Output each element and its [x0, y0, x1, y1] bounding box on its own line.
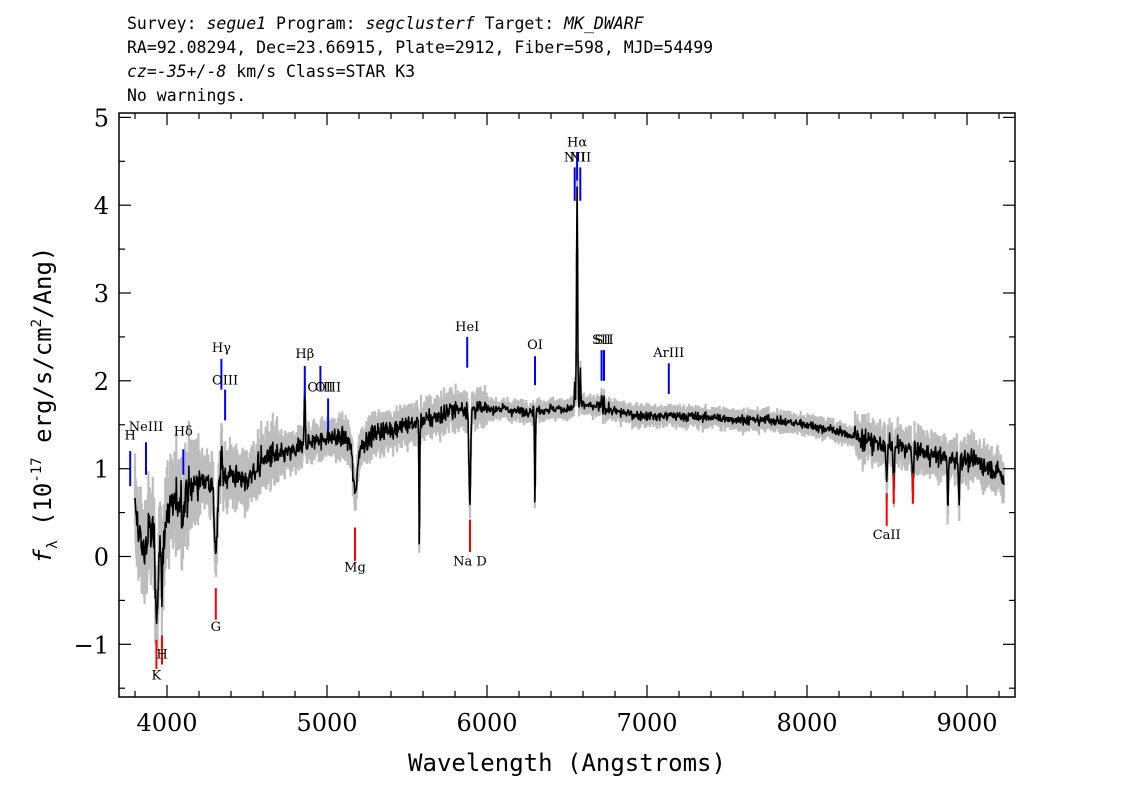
- y-tick-label: 1: [94, 456, 109, 484]
- absorption-line-label: H: [156, 647, 167, 662]
- absorption-line-label: K: [152, 668, 162, 683]
- target-name: MK_DWARF: [563, 14, 645, 33]
- emission-line-label: OIII: [212, 373, 238, 388]
- header-line-coordinates: RA=92.08294, Dec=23.66915, Plate=2912, F…: [127, 38, 713, 57]
- emission-line-label: ArIII: [652, 346, 684, 361]
- emission-line-label: OI: [527, 338, 543, 353]
- emission-line-label: Hα: [567, 135, 587, 150]
- x-tick-label: 6000: [456, 709, 517, 737]
- header-line-survey: Survey: segue1 Program: segclusterf Targ…: [127, 14, 645, 33]
- y-tick-label: 4: [94, 192, 109, 220]
- emission-line-label: H: [125, 429, 136, 444]
- y-tick-label: −1: [74, 631, 109, 659]
- emission-line-label: Hγ: [212, 341, 231, 356]
- y-axis-title: fλ (10-17 erg/s/cm2/Ang): [29, 247, 61, 564]
- absorption-line-label: CaII: [873, 528, 901, 543]
- flux-line: [134, 186, 1005, 625]
- plot-frame: [118, 112, 1016, 698]
- y-tick-label: 2: [94, 368, 109, 396]
- emission-line-label: OIII: [315, 380, 341, 395]
- x-tick-label: 4000: [136, 709, 197, 737]
- y-tick-label: 5: [94, 104, 109, 132]
- y-tick-label: 3: [94, 280, 109, 308]
- emission-line-label: NII: [564, 150, 586, 165]
- header-line-warnings: No warnings.: [127, 86, 246, 105]
- emission-line-label: NeIII: [129, 420, 163, 435]
- absorption-line-label: Na D: [453, 554, 487, 569]
- emission-line-label: HeI: [455, 320, 479, 335]
- y-tick-label: 0: [94, 544, 109, 572]
- emission-line-label: NII: [569, 150, 591, 165]
- emission-line-label: SII: [594, 333, 613, 348]
- survey-name: segue1: [206, 14, 266, 33]
- axis-ticks: 4000 5000 6000 7000 8000 9000 −1 0 1 2 3 4 5: [74, 104, 1015, 737]
- header-line-redshift: cz=-35+/-8 km/s Class=STAR K3: [127, 62, 415, 81]
- program-name: segclusterf: [365, 14, 475, 33]
- emission-line-label: Hδ: [174, 424, 193, 439]
- absorption-line-label: G: [211, 620, 221, 635]
- x-tick-label: 5000: [296, 709, 357, 737]
- emission-line-label: OIII: [307, 380, 333, 395]
- absorption-line-label: Mg: [344, 560, 366, 575]
- x-tick-label: 8000: [776, 709, 837, 737]
- redshift-value: cz=-35+/-8: [127, 62, 226, 81]
- emission-line-label: Hβ: [295, 347, 314, 362]
- x-tick-label: 7000: [616, 709, 677, 737]
- x-tick-label: 9000: [936, 709, 997, 737]
- emission-line-label: SII: [592, 333, 611, 348]
- x-axis-title: Wavelength (Angstroms): [408, 749, 726, 777]
